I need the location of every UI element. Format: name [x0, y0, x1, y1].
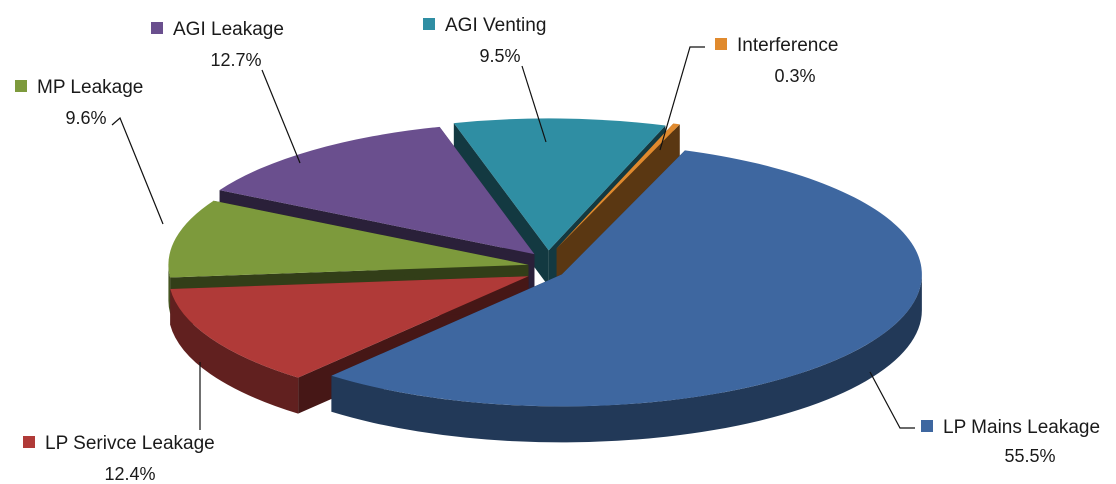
slice-value: 9.6%	[65, 108, 106, 128]
slice-top	[331, 150, 922, 407]
slice-top	[168, 200, 529, 278]
slice-value: 55.5%	[1004, 446, 1055, 466]
slice-rim	[168, 264, 171, 314]
slice-top	[453, 118, 666, 251]
pie-slice-interference	[556, 123, 680, 285]
label-lp-service-leakage: LP Serivce Leakage 12.4%	[23, 433, 215, 484]
label-agi-leakage: AGI Leakage 12.7%	[151, 19, 284, 70]
slice-value: 0.3%	[774, 66, 815, 86]
leader-line-lp-mains-leakage	[869, 371, 915, 429]
pie-slices	[168, 118, 922, 443]
slice-value: 9.5%	[479, 46, 520, 66]
legend-swatch-agi-leakage	[151, 22, 163, 34]
slice-name: AGI Venting	[445, 15, 546, 36]
legend-swatch-lp-mains-leakage	[921, 420, 933, 432]
slice-rim	[331, 274, 922, 443]
slice-name: LP Mains Leakage	[943, 417, 1100, 438]
slice-name: Interference	[737, 35, 838, 56]
slice-name: AGI Leakage	[173, 19, 284, 40]
leader-line-interference	[659, 46, 705, 151]
slice-side-wall	[556, 124, 680, 285]
legend-swatch-agi-venting	[423, 18, 435, 30]
pie-slice-lp-mains-leakage	[331, 150, 922, 443]
label-lp-mains-leakage: LP Mains Leakage 55.5%	[921, 417, 1100, 466]
slice-name: MP Leakage	[37, 77, 143, 98]
leader-lines	[111, 46, 915, 430]
label-mp-leakage: MP Leakage 9.6%	[15, 77, 143, 128]
slice-name: LP Serivce Leakage	[45, 433, 215, 454]
legend-swatch-lp-service-leakage	[23, 436, 35, 448]
leader-line-agi-venting	[521, 65, 547, 143]
legend-swatch-interference	[715, 38, 727, 50]
label-interference: Interference 0.3%	[715, 35, 838, 86]
slice-top	[556, 123, 680, 249]
leader-line-agi-leakage	[261, 69, 301, 164]
slice-rim	[170, 289, 299, 414]
label-agi-venting: AGI Venting 9.5%	[423, 15, 546, 66]
slice-value: 12.7%	[210, 50, 261, 70]
slice-value: 12.4%	[104, 464, 155, 484]
slice-top	[170, 276, 529, 378]
leader-line-mp-leakage	[111, 116, 164, 225]
legend-swatch-mp-leakage	[15, 80, 27, 92]
